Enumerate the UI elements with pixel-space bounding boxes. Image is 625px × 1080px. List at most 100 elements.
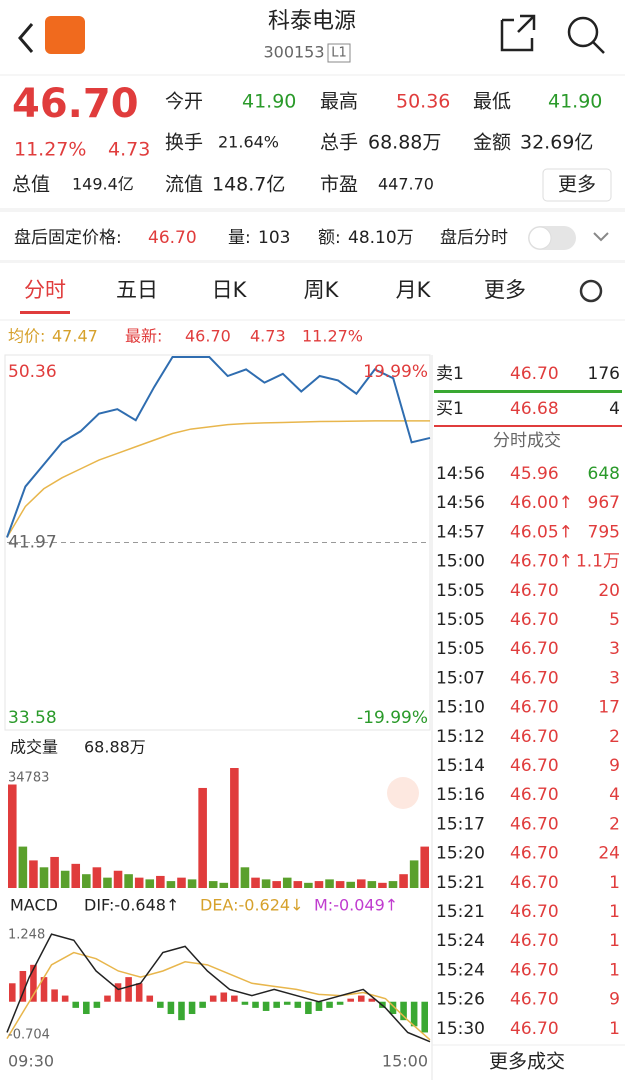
macd-bar — [347, 998, 354, 1002]
trade-time: 15:30 — [436, 1019, 485, 1039]
book-price: 46.68 — [510, 399, 559, 419]
field-label: 最低 — [473, 91, 511, 113]
expand[interactable] — [593, 232, 609, 242]
field-label: 最高 — [320, 91, 358, 113]
trade-price: 46.70 — [510, 873, 559, 893]
tab[interactable]: 日K — [212, 278, 248, 302]
badge: L1 — [331, 46, 347, 61]
divider — [0, 208, 625, 212]
after-vol-label: 量: — [228, 228, 251, 248]
book-vol: 176 — [588, 364, 620, 384]
field-label: 市盈 — [320, 174, 358, 196]
field-label: 总手 — [320, 132, 358, 154]
field-label: 换手 — [165, 132, 203, 154]
volume-bar — [29, 860, 38, 888]
tab[interactable]: 月K — [396, 278, 432, 302]
trade-vol: 1.1万 — [576, 552, 620, 572]
settings[interactable] — [579, 279, 603, 303]
book-bar — [434, 425, 622, 427]
book-side: 买1 — [436, 399, 464, 419]
tab[interactable]: 更多 — [484, 278, 526, 302]
trade-vol: 1 — [609, 1019, 620, 1039]
trade-vol: 1 — [609, 931, 620, 951]
macd-bar — [326, 1001, 333, 1008]
volume-bar — [198, 787, 207, 888]
macd-dea: DEA:-0.624↓ — [200, 896, 303, 915]
field-label: 今开 — [165, 91, 203, 113]
search-button[interactable] — [567, 16, 599, 48]
trade-time: 15:24 — [436, 960, 485, 980]
back-button[interactable] — [18, 23, 34, 53]
volume-bar — [124, 874, 133, 888]
volume-bar — [166, 881, 176, 888]
macd-bar — [114, 983, 122, 1002]
macd-bar — [273, 1001, 280, 1008]
field-label: 金额 — [473, 132, 511, 154]
stock-code: 300153 — [263, 43, 324, 62]
volume-bar — [71, 863, 81, 888]
avg-label: 均价: — [8, 327, 45, 346]
tab[interactable]: 分时 — [24, 278, 66, 302]
change: 4.73 — [108, 139, 150, 161]
share-button[interactable] — [500, 14, 536, 52]
after-toggle-label: 盘后分时 — [440, 228, 508, 248]
more-button[interactable] — [542, 168, 612, 202]
volume-bar — [208, 881, 218, 888]
trade-price: 46.05↑ — [510, 522, 573, 542]
trades-title[interactable]: 分时成交 — [493, 431, 561, 451]
volume-bar — [113, 870, 123, 888]
quote-fields: 今开 41.90 最高 50.36 最低 41.90 换手 21.64% 总手 68.88万 金额 3… — [12, 91, 602, 196]
volume-bar — [219, 882, 229, 888]
macd-bar — [294, 1001, 302, 1008]
macd-bar — [410, 1001, 418, 1027]
trade-time: 14:56 — [436, 493, 485, 513]
field-value: 68.88万 — [368, 132, 441, 154]
tab-underline — [20, 311, 70, 314]
volume-bar — [8, 784, 17, 888]
trade-price: 46.70 — [510, 960, 559, 980]
field-value: 148.7亿 — [212, 174, 285, 196]
trade-vol: 4 — [609, 785, 620, 805]
macd-bar — [400, 1001, 407, 1021]
macd-bar — [357, 995, 365, 1002]
trade-time: 15:16 — [436, 785, 485, 805]
trade-time: 15:05 — [436, 639, 485, 659]
book-side: 卖1 — [436, 364, 464, 384]
macd-bar — [209, 995, 217, 1002]
expand-chart[interactable] — [387, 777, 419, 809]
trade-time: 15:05 — [436, 610, 485, 630]
app-logo — [45, 16, 85, 54]
field-value: 32.69亿 — [520, 132, 593, 154]
line — [6, 933, 431, 1043]
ymax-label: 50.36 — [8, 362, 57, 382]
change-pct: 11.27% — [14, 139, 86, 161]
volume-bar — [399, 874, 408, 888]
toggle-knob — [528, 226, 552, 250]
side-panel: 卖1 46.70 176 买1 46.68 4 14:56 45.96 648 14:56 46.0… — [434, 364, 622, 1039]
trade-time: 15:10 — [436, 698, 485, 718]
avg-value: 47.47 — [52, 327, 98, 346]
macd-bar — [315, 1001, 323, 1011]
volume-bar — [388, 881, 398, 888]
volume-bar — [177, 877, 186, 888]
volume-bar — [39, 867, 49, 888]
trade-vol: 1 — [609, 902, 620, 922]
macd-bar — [93, 1001, 101, 1008]
trade-price: 46.70 — [510, 931, 559, 951]
macd-bar — [146, 995, 154, 1002]
macd-bar — [421, 1001, 428, 1033]
trade-time: 15:26 — [436, 990, 485, 1010]
tab[interactable]: 周K — [304, 278, 340, 302]
more-trades[interactable]: 更多成交 — [489, 1051, 565, 1073]
trade-vol: 967 — [588, 493, 620, 513]
volume-bar — [378, 882, 387, 888]
macd-max: 1.248 — [8, 928, 45, 943]
volume-bar — [145, 879, 155, 888]
top-pct: 19.99% — [363, 362, 428, 382]
tab[interactable]: 五日 — [116, 278, 158, 302]
field-label: 流值 — [165, 174, 203, 196]
after-vol: 103 — [258, 228, 290, 248]
after-amt-label: 额: — [318, 228, 341, 248]
trade-price: 46.70 — [510, 756, 559, 776]
